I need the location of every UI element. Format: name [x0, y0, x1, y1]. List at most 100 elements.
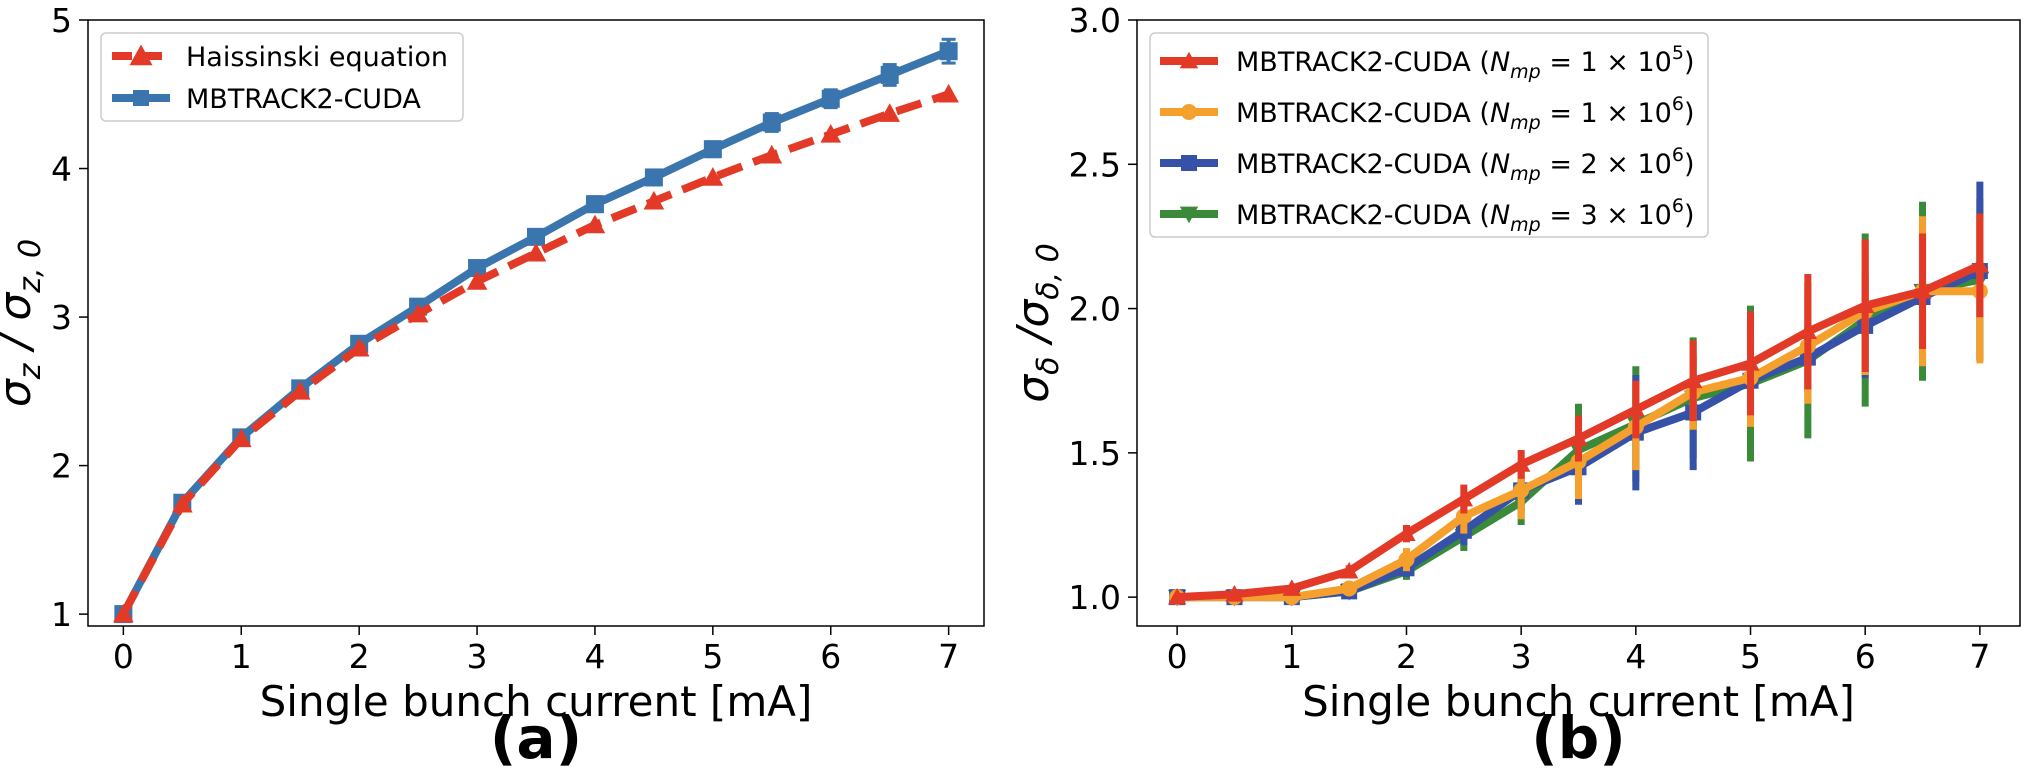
- x-tick-label: 4: [1625, 637, 1646, 676]
- legend-marker: [1181, 104, 1197, 120]
- y-tick-label: 5: [51, 1, 72, 40]
- legend-label: MBTRACK2-CUDA (Nmp = 3 × 106): [1236, 195, 1695, 236]
- x-tick-label: 4: [584, 637, 605, 676]
- legend-label-part: MBTRACK2-CUDA (: [1236, 200, 1490, 231]
- legend: Haissinski equation MBTRACK2-CUDA: [100, 32, 464, 122]
- panel-label: (b): [1531, 704, 1626, 772]
- legend-label-part: 6: [1672, 144, 1684, 166]
- data-point: [1855, 296, 1875, 314]
- legend-marker: [1179, 51, 1199, 69]
- series-line: [119, 90, 950, 617]
- data-point: [762, 113, 781, 132]
- x-tick-label: 5: [1740, 637, 1761, 676]
- y-axis-title-part: δ: [1031, 356, 1066, 374]
- y-axis-title-part: z, 0: [13, 239, 48, 294]
- data-point: [1511, 455, 1531, 472]
- x-tick-label: 6: [1855, 637, 1876, 676]
- x-tick-label: 0: [1167, 637, 1188, 676]
- data-point: [171, 493, 193, 513]
- x-tick-label: 3: [467, 637, 488, 676]
- y-axis-title: σδ /σδ, 0: [1008, 243, 1066, 402]
- legend-label-part: 6: [1672, 195, 1684, 217]
- legend-label-part: N: [1490, 47, 1510, 78]
- data-point: [1798, 322, 1818, 340]
- x-tick-label: 1: [231, 637, 252, 676]
- legend-label: Haissinski equation: [186, 42, 448, 73]
- y-tick-label: 1.0: [1069, 578, 1121, 617]
- y-axis-title-part: /σ: [1008, 299, 1059, 357]
- data-point: [880, 65, 899, 84]
- data-point: [1282, 579, 1302, 596]
- x-tick-label: 2: [349, 637, 370, 676]
- legend-label-part: MBTRACK2-CUDA (: [1236, 149, 1490, 180]
- legend-label: MBTRACK2-CUDA (Nmp = 1 × 106): [1236, 93, 1695, 134]
- y-tick-label: 2.0: [1069, 290, 1121, 329]
- data-point: [1341, 580, 1358, 597]
- x-tick-label: 1: [1281, 637, 1302, 676]
- data-point: [1339, 561, 1359, 579]
- x-tick-label: 7: [1969, 637, 1990, 676]
- data-point: [230, 428, 252, 448]
- x-axis-title: Single bunch current [mA]: [1302, 677, 1855, 726]
- x-tick-label: 6: [820, 637, 841, 676]
- y-tick-label: 4: [51, 150, 72, 189]
- data-point: [879, 103, 901, 122]
- y-tick-label: 2.5: [1069, 145, 1121, 184]
- legend-label: MBTRACK2-CUDA: [186, 84, 421, 115]
- data-point: [1626, 400, 1646, 417]
- data-point: [527, 227, 545, 246]
- data-point: [1225, 585, 1244, 602]
- x-tick-label: 2: [1396, 637, 1417, 676]
- legend-label: MBTRACK2-CUDA (Nmp = 1 × 105): [1236, 42, 1695, 83]
- data-point: [643, 190, 665, 210]
- y-axis-title: σz / σz, 0: [0, 239, 48, 407]
- y-axis-title-part: z: [13, 362, 48, 380]
- legend-label-part: MBTRACK2-CUDA (: [1236, 47, 1490, 78]
- data-point: [644, 168, 663, 187]
- legend-marker: [129, 44, 153, 66]
- x-tick-label: 7: [938, 637, 959, 676]
- x-tick-label: 0: [113, 637, 134, 676]
- legend-label-part: = 2 × 10: [1541, 149, 1672, 180]
- data-point: [939, 42, 958, 61]
- legend-label-part: N: [1490, 149, 1510, 180]
- legend-label: MBTRACK2-CUDA (Nmp = 2 × 106): [1236, 144, 1695, 185]
- legend-label-part: ): [1684, 200, 1695, 231]
- data-point: [1398, 551, 1415, 568]
- data-point: [1741, 354, 1760, 371]
- data-point: [1454, 489, 1474, 507]
- data-point: [1913, 282, 1932, 299]
- data-point: [525, 242, 547, 262]
- legend-label-part: N: [1490, 200, 1510, 231]
- data-point: [348, 337, 370, 357]
- legend-label-part: ): [1684, 149, 1695, 180]
- legend-label-part: mp: [1510, 112, 1541, 134]
- x-tick-label: 5: [702, 637, 723, 676]
- legend-label-part: N: [1490, 98, 1510, 129]
- data-point: [1167, 587, 1187, 605]
- data-point: [113, 603, 134, 623]
- data-point: [407, 303, 429, 323]
- plot-frame: [1136, 19, 2021, 627]
- data-point: [761, 144, 783, 164]
- legend-label-part: mp: [1510, 163, 1541, 185]
- legend-label-part: MBTRACK2-CUDA (: [1236, 98, 1490, 129]
- data-point: [820, 124, 842, 143]
- data-point: [468, 259, 487, 278]
- data-point: [1569, 429, 1588, 446]
- data-point: [1683, 371, 1703, 389]
- legend-label-part: mp: [1510, 214, 1541, 236]
- data-point: [1970, 256, 1990, 273]
- x-tick-label: 3: [1511, 637, 1532, 676]
- series-triangle: [113, 83, 959, 623]
- legend-label-part: = 1 × 10: [1541, 98, 1672, 129]
- legend-label-part: 5: [1672, 42, 1684, 64]
- data-point: [1397, 524, 1416, 542]
- legend-marker: [1179, 206, 1199, 224]
- y-axis-title-part: δ, 0: [1031, 243, 1066, 300]
- panel-b-chart: 0 1 2 3 4 5 6 7 1.0 1.5 2.0 2.5 3.0 Single bunch curr…: [1008, 1, 2021, 772]
- series-triangle: [1167, 213, 1990, 605]
- legend-label-part: mp: [1510, 61, 1541, 83]
